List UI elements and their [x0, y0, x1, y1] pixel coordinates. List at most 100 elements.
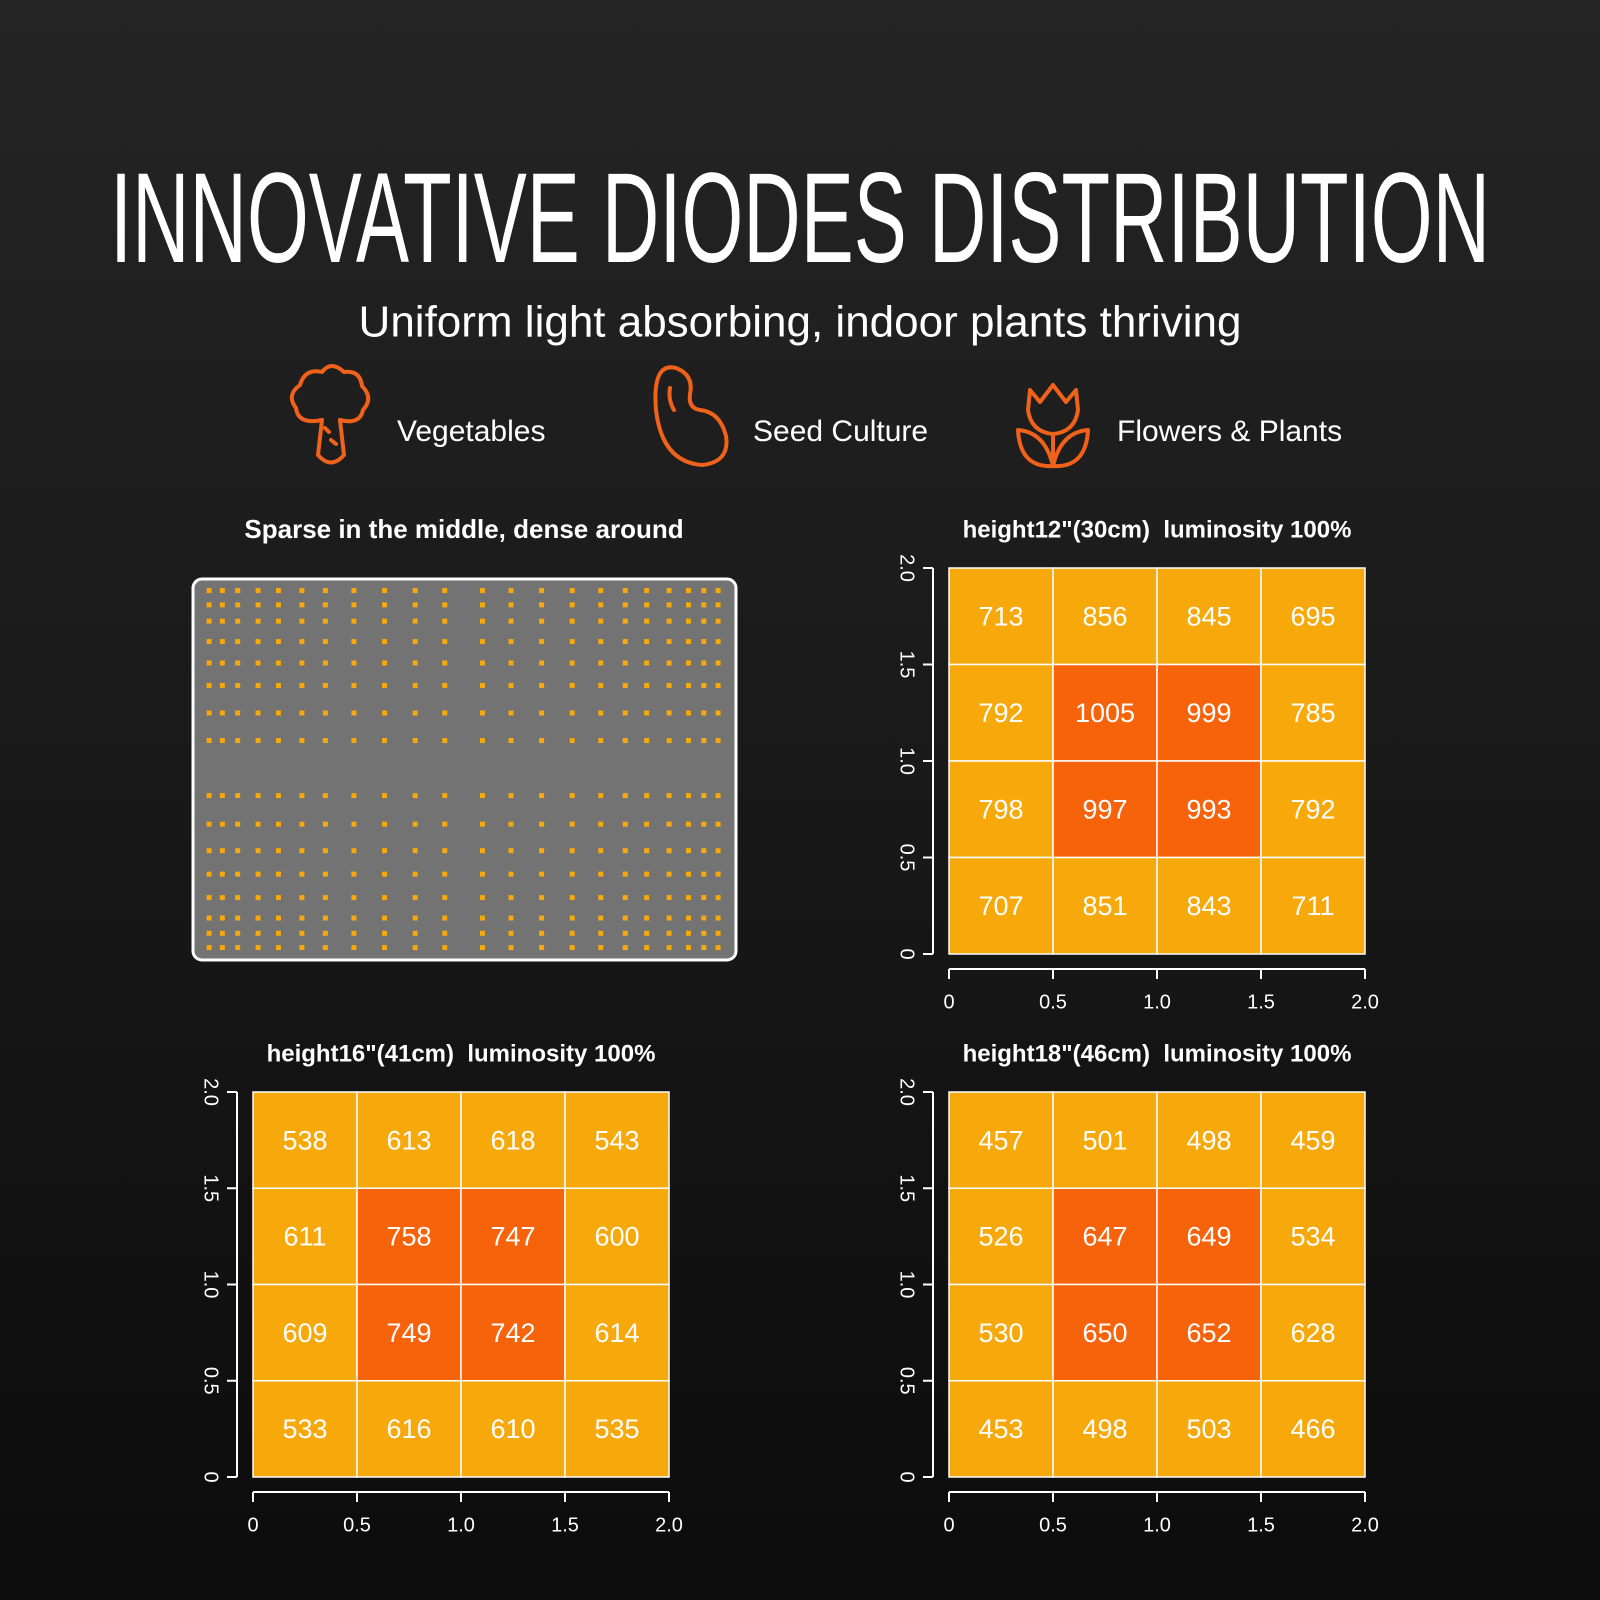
cell-label: 616 [386, 1414, 431, 1444]
use-label: Vegetables [397, 415, 545, 448]
diode [479, 821, 485, 827]
diode [299, 738, 305, 744]
heat-cell [1052, 1091, 1158, 1189]
cell-label: 526 [978, 1222, 1023, 1252]
diode [479, 848, 485, 854]
diode [508, 915, 514, 921]
cell-label: 628 [1290, 1318, 1335, 1348]
diode [219, 738, 225, 744]
heat-cell [356, 1283, 462, 1382]
heat-cell [460, 1380, 566, 1478]
diode [299, 660, 305, 666]
diode [569, 588, 575, 594]
diode [569, 660, 575, 666]
diode [255, 848, 261, 854]
diode [701, 588, 707, 594]
x-tick-label: 1.0 [1143, 1514, 1171, 1536]
diode [206, 660, 212, 666]
cell-label: 742 [490, 1318, 535, 1348]
diode [508, 602, 514, 608]
cell-label: 749 [386, 1318, 431, 1348]
diode [382, 710, 388, 716]
diode [412, 821, 418, 827]
diode [299, 602, 305, 608]
heat-cell [564, 1380, 670, 1478]
diode [382, 848, 388, 854]
y-tick-label: 0.5 [200, 1367, 222, 1395]
diode [412, 895, 418, 901]
diode [598, 682, 604, 688]
heat-cell [252, 1380, 358, 1478]
diode [569, 915, 575, 921]
diode [206, 738, 212, 744]
diode [622, 588, 628, 594]
diode [382, 602, 388, 608]
heat-cell [1260, 1091, 1366, 1189]
diode [322, 738, 328, 744]
cell-label: 611 [283, 1222, 326, 1252]
diode [701, 848, 707, 854]
diode [442, 871, 448, 877]
diode [569, 639, 575, 645]
diode [686, 895, 691, 901]
diode [351, 602, 357, 608]
diode [412, 871, 418, 877]
diode [701, 930, 707, 936]
diode [479, 930, 485, 936]
diode [666, 821, 672, 827]
diode [508, 682, 514, 688]
diode [442, 738, 448, 744]
diode [351, 821, 357, 827]
diode [666, 848, 672, 854]
diode [235, 738, 241, 744]
diode [275, 915, 281, 921]
cell-label: 503 [1186, 1414, 1231, 1444]
diode [686, 588, 691, 594]
diode [442, 915, 448, 921]
diode [219, 871, 225, 877]
y-tick-label: 1.5 [896, 1174, 918, 1202]
diode [206, 915, 212, 921]
diode [622, 682, 628, 688]
diode [412, 639, 418, 645]
cell-label: 798 [978, 794, 1023, 824]
heat-cell [948, 567, 1054, 666]
diode [715, 930, 721, 936]
diode [206, 710, 212, 716]
diode [219, 793, 225, 799]
y-tick-label: 0 [896, 948, 918, 959]
diode [686, 738, 691, 744]
diode [508, 821, 514, 827]
cell-label: 501 [1082, 1125, 1127, 1155]
diode [508, 945, 514, 951]
diode [235, 871, 241, 877]
diode [322, 682, 328, 688]
diode [442, 639, 448, 645]
diode [275, 639, 281, 645]
diode [479, 588, 485, 594]
heat-cell [564, 1091, 670, 1189]
diode [206, 618, 212, 624]
cell-label: 466 [1290, 1414, 1335, 1444]
diode [235, 930, 241, 936]
heat-cell [1260, 1187, 1366, 1286]
heat-cell [948, 760, 1054, 859]
subtitle: Uniform light absorbing, indoor plants t… [359, 298, 1242, 347]
diode [479, 618, 485, 624]
diode [539, 660, 545, 666]
cell-label: 792 [978, 698, 1023, 728]
diode [299, 618, 305, 624]
diode [686, 618, 691, 624]
diode [299, 682, 305, 688]
y-tick-label: 1.5 [200, 1174, 222, 1202]
diode [351, 848, 357, 854]
x-tick-label: 1.5 [551, 1514, 579, 1536]
diode [644, 602, 650, 608]
diode [322, 710, 328, 716]
diode [666, 915, 672, 921]
diode [219, 639, 225, 645]
heat-cell [1260, 663, 1366, 762]
diode [275, 602, 281, 608]
diode [206, 588, 212, 594]
diode [255, 588, 261, 594]
